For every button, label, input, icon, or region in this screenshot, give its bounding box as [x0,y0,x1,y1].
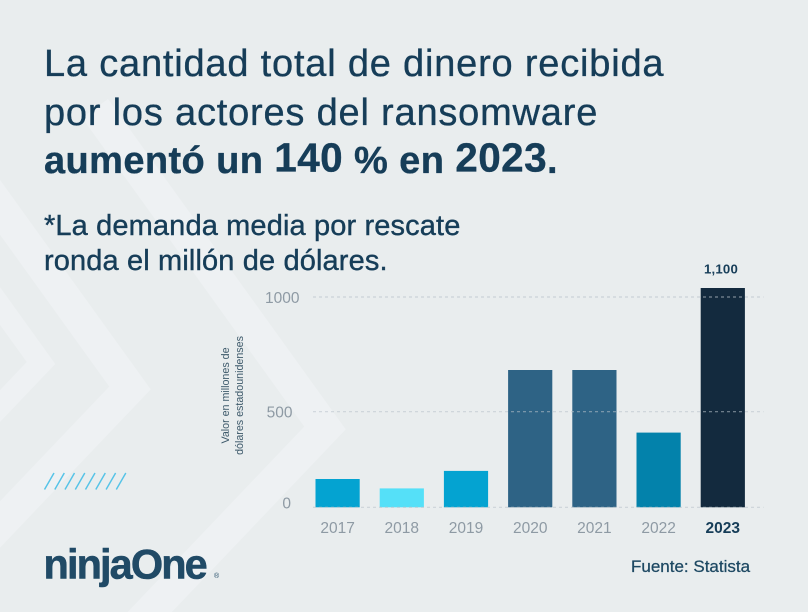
svg-text:2023: 2023 [706,520,741,537]
svg-text:0: 0 [282,496,291,513]
svg-text:2022: 2022 [641,520,675,537]
svg-text:®: ® [214,572,220,580]
svg-text:2017: 2017 [320,520,354,537]
svg-text:2021: 2021 [577,520,611,537]
svg-text:2018: 2018 [385,520,419,537]
svg-text:ninjaOne: ninjaOne [44,541,207,588]
svg-text:2019: 2019 [449,520,483,537]
svg-text:1,100: 1,100 [704,262,738,277]
svg-text:Valor en millones de: Valor en millones de [220,347,232,443]
svg-text:1000: 1000 [265,290,300,307]
svg-text:dólares estadounidenses: dólares estadounidenses [234,336,246,455]
svg-text:2020: 2020 [513,520,548,537]
svg-text:500: 500 [267,405,293,422]
